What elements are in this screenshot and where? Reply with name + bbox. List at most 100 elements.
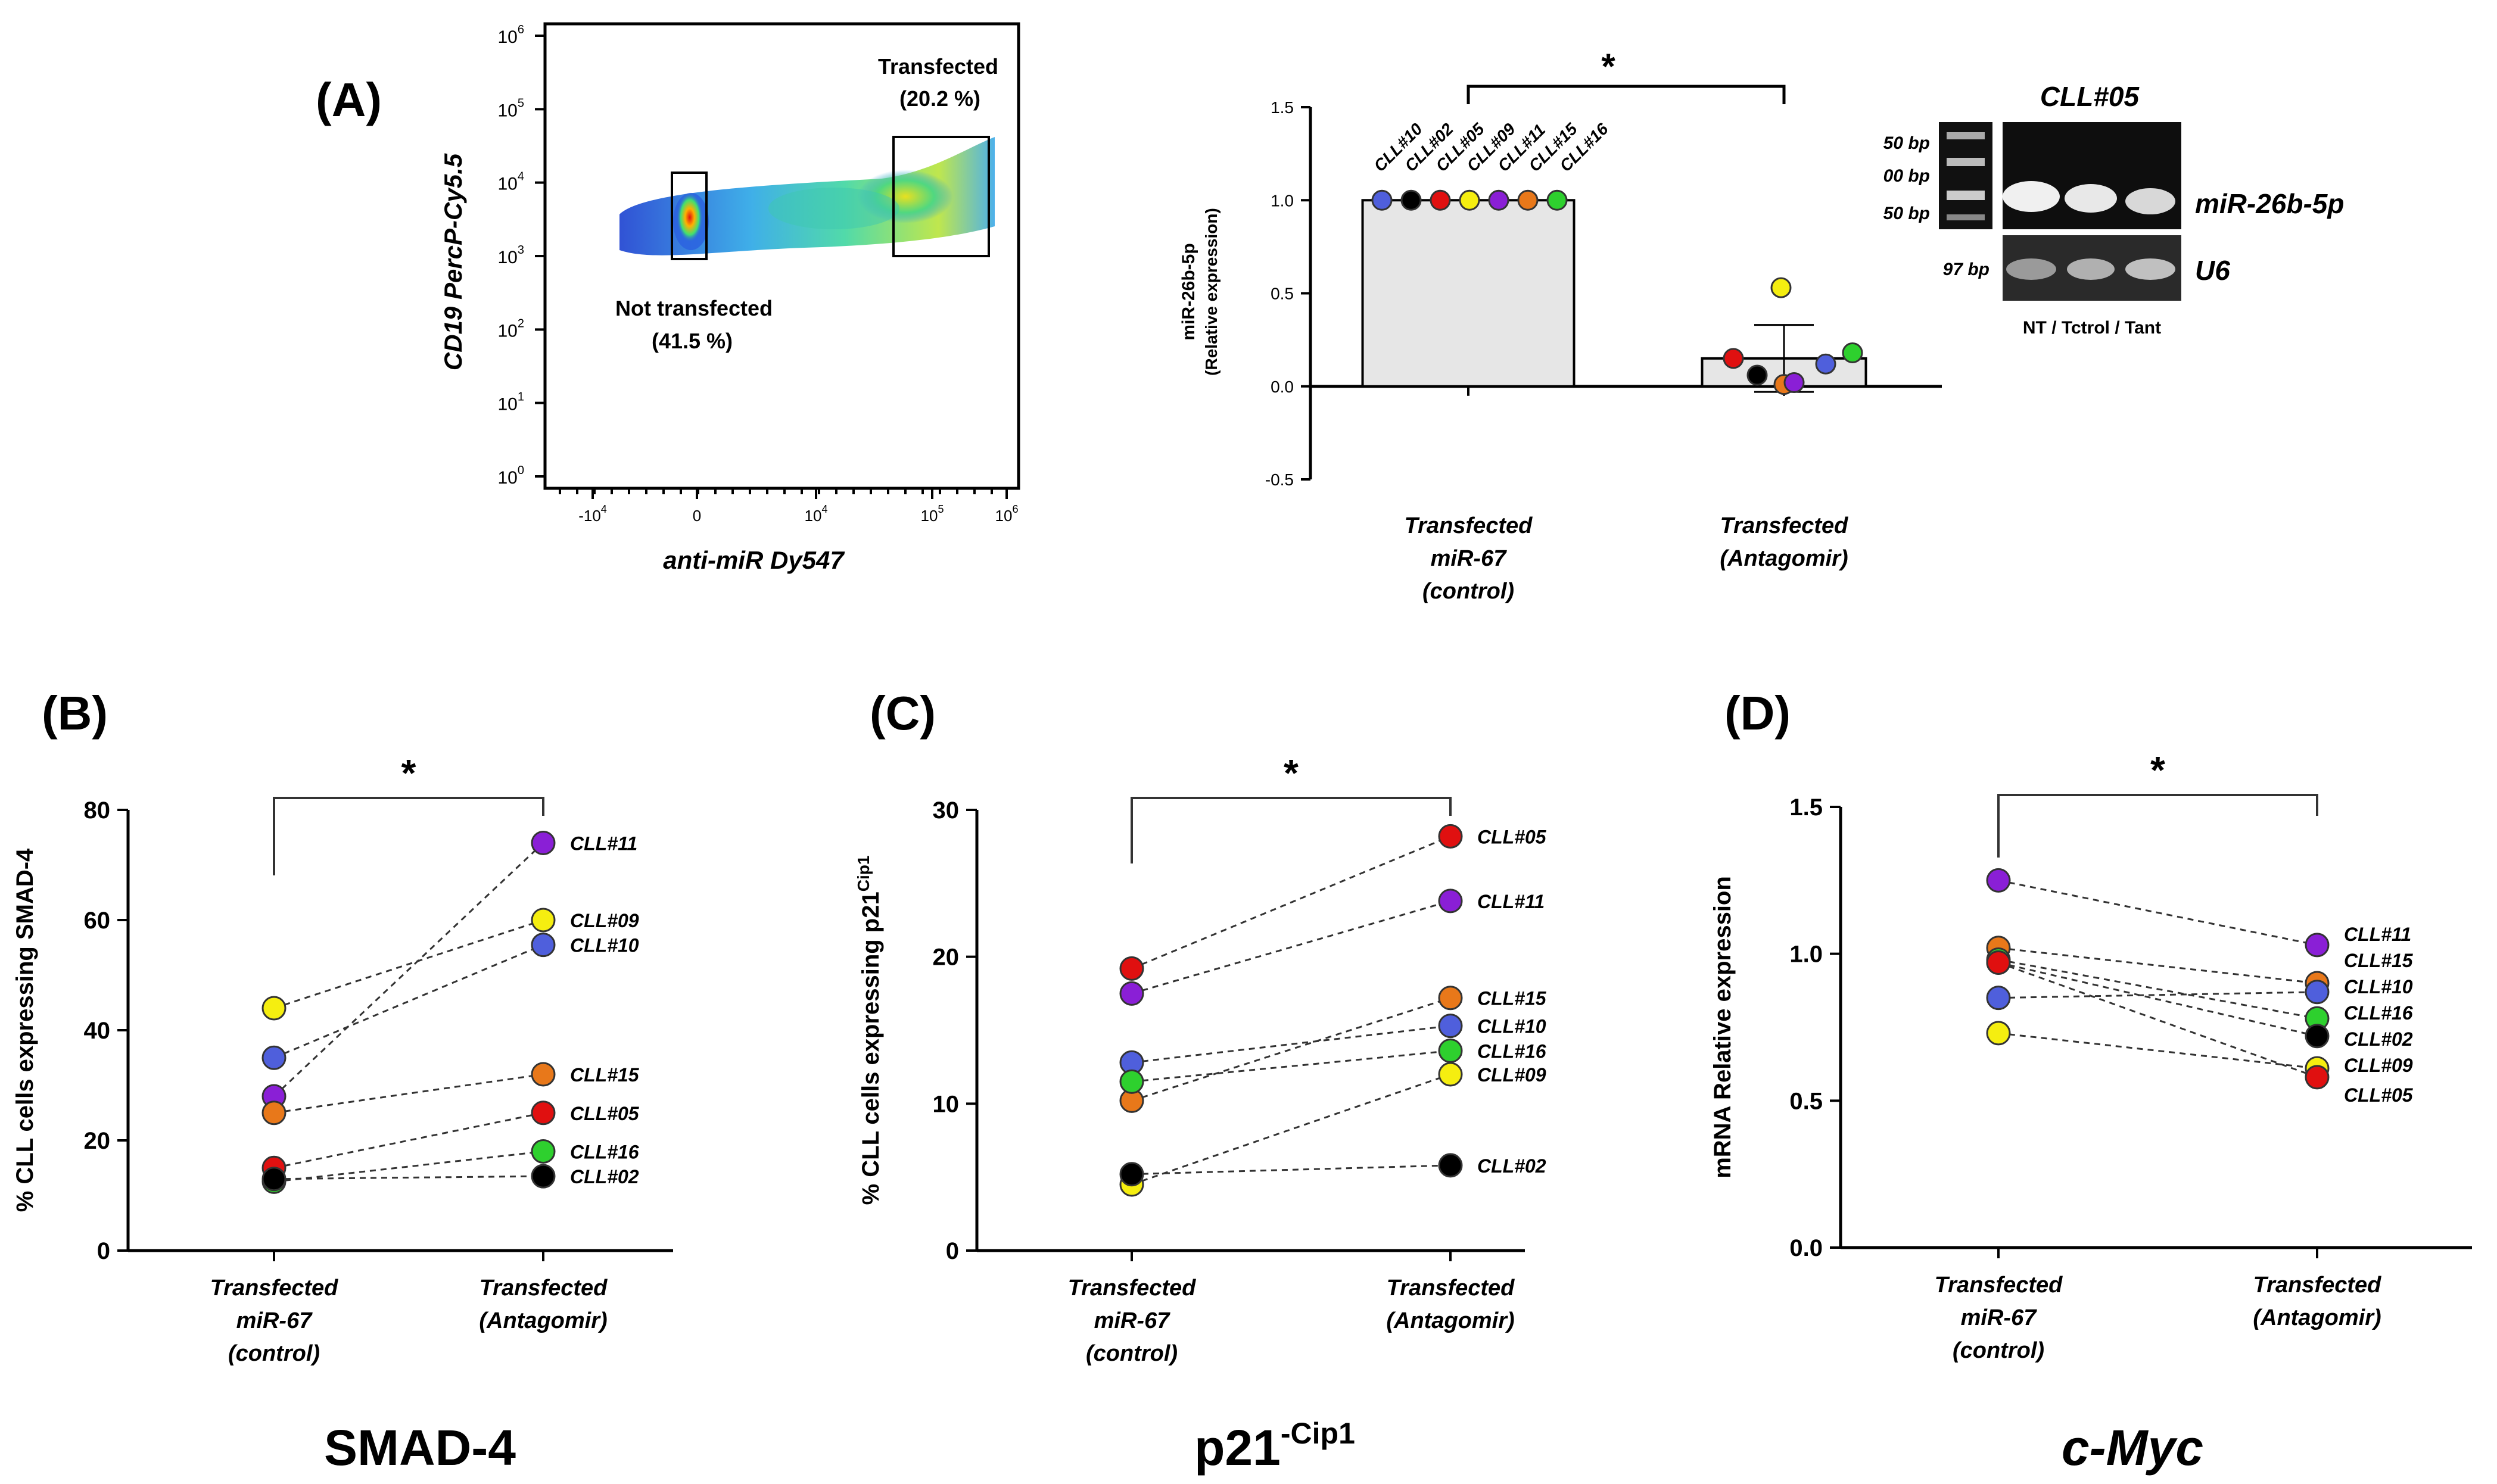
cmyc-line-cll-11 [1998,879,2318,946]
bar-significance-bracket [1467,85,1786,104]
cmyc-category-label: (Antagomir) [2253,1305,2381,1330]
point-control-cll-05 [1430,189,1451,211]
cmyc-series-label-cll-02: CLL#02 [2344,1028,2413,1050]
smad4-point-control-cll-09 [261,996,287,1021]
smad4-category-label: miR-67 [236,1308,313,1333]
point-antagomir-cll-16 [1842,342,1863,363]
cmyc-line-cll-15 [1998,947,2318,984]
point-antagomir-cll-05 [1723,348,1744,369]
point-antagomir-cll-09 [1770,277,1792,298]
cmyc-significance-star: * [2150,749,2165,791]
p21-category-label: Transfected [1387,1276,1515,1301]
p21-line-cll-10 [1131,1025,1451,1064]
flow-x-tick-label: 106 [995,503,1019,525]
panel-letter-c: (C) [870,687,936,740]
smad4-y-tick-label: 0 [97,1238,110,1264]
p21-point-control-cll-02 [1119,1162,1144,1187]
cmyc-series-label-cll-10: CLL#10 [2344,976,2413,997]
p21-series-label-cll-15: CLL#15 [1477,988,1547,1009]
bar-significance-star: * [1601,46,1615,86]
p21-y-axis-label-sup: Cip1 [854,856,873,892]
gel-lanes-caption: NT / Tctrol / Tant [2023,318,2161,338]
p21-y-tick-label: 10 [933,1091,960,1117]
point-antagomir-cll-02 [1746,364,1768,386]
cmyc-y-tick-label: 1.5 [1789,794,1823,821]
smad4-y-tick-label: 40 [84,1018,111,1044]
p21-significance-bracket [1131,797,1452,863]
cmyc-point-antagomir-cll-05 [2305,1065,2330,1090]
p21-line-cll-15 [1131,997,1451,1102]
flow-x-tick-label: 0 [693,507,701,525]
panel-c-title-sup: -Cip1 [1281,1417,1355,1450]
smad4-y-axis-label-main: % CLL cells expressing SMAD-4 [12,848,38,1212]
flow-y-tick-exp: 0 [518,464,524,477]
bar-chart-mir26b: miR-26b-5p (Relative expression) 1.5 1.0 0… [1179,46,1942,604]
p21-category-label: (control) [1086,1341,1178,1366]
p21-y-axis-label-main: % CLL cells expressing p21 [858,891,884,1205]
cmyc-point-antagomir-cll-11 [2305,933,2330,958]
p21-point-antagomir-cll-10 [1438,1014,1463,1039]
p21-category-label: Transfected [1068,1276,1197,1301]
flow-y-tick-exp: 6 [518,23,524,36]
flow-y-tick-label: 104 [498,170,525,194]
smad4-series-label-cll-11: CLL#11 [570,833,637,855]
cmyc-significance-bracket [1997,794,2318,858]
p21-series-label-cll-11: CLL#11 [1477,891,1545,912]
p21-point-antagomir-cll-11 [1438,888,1463,914]
panel-c-title: p21-Cip1 [1194,1417,1355,1476]
cmyc-series-label-cll-16: CLL#16 [2344,1002,2413,1024]
flow-y-tick-label: 100 [498,464,525,488]
cmyc-line-cll-09 [1998,1032,2318,1070]
gate-not-transfected-value: (41.5 %) [652,329,733,353]
cmyc-y-tick-label: 0.5 [1789,1088,1823,1114]
smad4-point-antagomir-cll-10 [531,933,556,958]
gel-u6-size: 97 bp [1943,260,1989,279]
cmyc-series-label-cll-05: CLL#05 [2344,1084,2414,1106]
panel-b-smad4: 80 60 40 20 0 % CLL cells expressing SMAD-4 CL… [12,752,673,1366]
cmyc-y-axis-label-main: mRNA Relative expression [1710,876,1736,1179]
cmyc-line-cll-16 [1998,959,2318,1020]
p21-point-antagomir-cll-09 [1438,1062,1463,1087]
cmyc-series-label-cll-09: CLL#09 [2344,1055,2413,1076]
point-control-cll-02 [1400,189,1422,211]
flow-y-tick-exp: 3 [518,244,524,257]
bar-y-tick-label: 0.5 [1271,285,1294,303]
p21-series-label-cll-02: CLL#02 [1477,1155,1546,1177]
smad4-line-cll-02 [273,1175,544,1180]
cmyc-series-label-cll-11: CLL#11 [2344,924,2411,945]
smad4-significance-bracket [273,797,544,875]
flow-x-tick-exp: 5 [938,503,944,515]
p21-line-cll-11 [1131,900,1451,994]
gel-band-nt [2003,181,2060,212]
cmyc-point-control-cll-05 [1986,950,2011,975]
smad4-category-label: (Antagomir) [479,1308,607,1333]
cmyc-category-label: (control) [1953,1338,2044,1363]
cmyc-point-control-cll-09 [1986,1021,2011,1046]
gel-ladder-lane [1939,122,1992,229]
p21-line-cll-02 [1131,1164,1451,1176]
panel-letter-a: (A) [316,73,382,126]
flow-x-tick-label: -104 [578,503,607,525]
bar-y-axis-label-2: (Relative expression) [1202,208,1221,376]
smad4-point-control-cll-10 [261,1045,287,1070]
gel-image: CLL#05 50 bp 00 bp 50 bp 97 bp miR-26b-5… [1883,81,2345,338]
smad4-line-cll-11 [273,842,544,1098]
p21-y-tick-label: 20 [933,944,960,971]
gel-band-bottom-label: U6 [2195,255,2230,286]
p21-point-antagomir-cll-16 [1438,1039,1463,1064]
smad4-category-label: Transfected [210,1276,339,1301]
flow-y-tick-label: 103 [498,244,525,267]
gate-not-transfected-label: Not transfected [615,296,773,320]
p21-series-label-cll-10: CLL#10 [1477,1016,1546,1037]
cmyc-point-antagomir-cll-02 [2305,1024,2330,1049]
smad4-line-cll-09 [273,919,544,1009]
smad4-category-label: Transfected [480,1276,608,1301]
point-control-cll-16 [1546,189,1568,211]
gate-transfected-label: Transfected [878,54,998,79]
flow-x-tick-label: 104 [805,503,828,525]
smad4-point-antagomir-cll-09 [531,908,556,933]
smad4-series-label-cll-10: CLL#10 [570,935,639,956]
flow-y-tick-exp: 1 [518,391,524,404]
smad4-category-label: (control) [228,1341,320,1366]
